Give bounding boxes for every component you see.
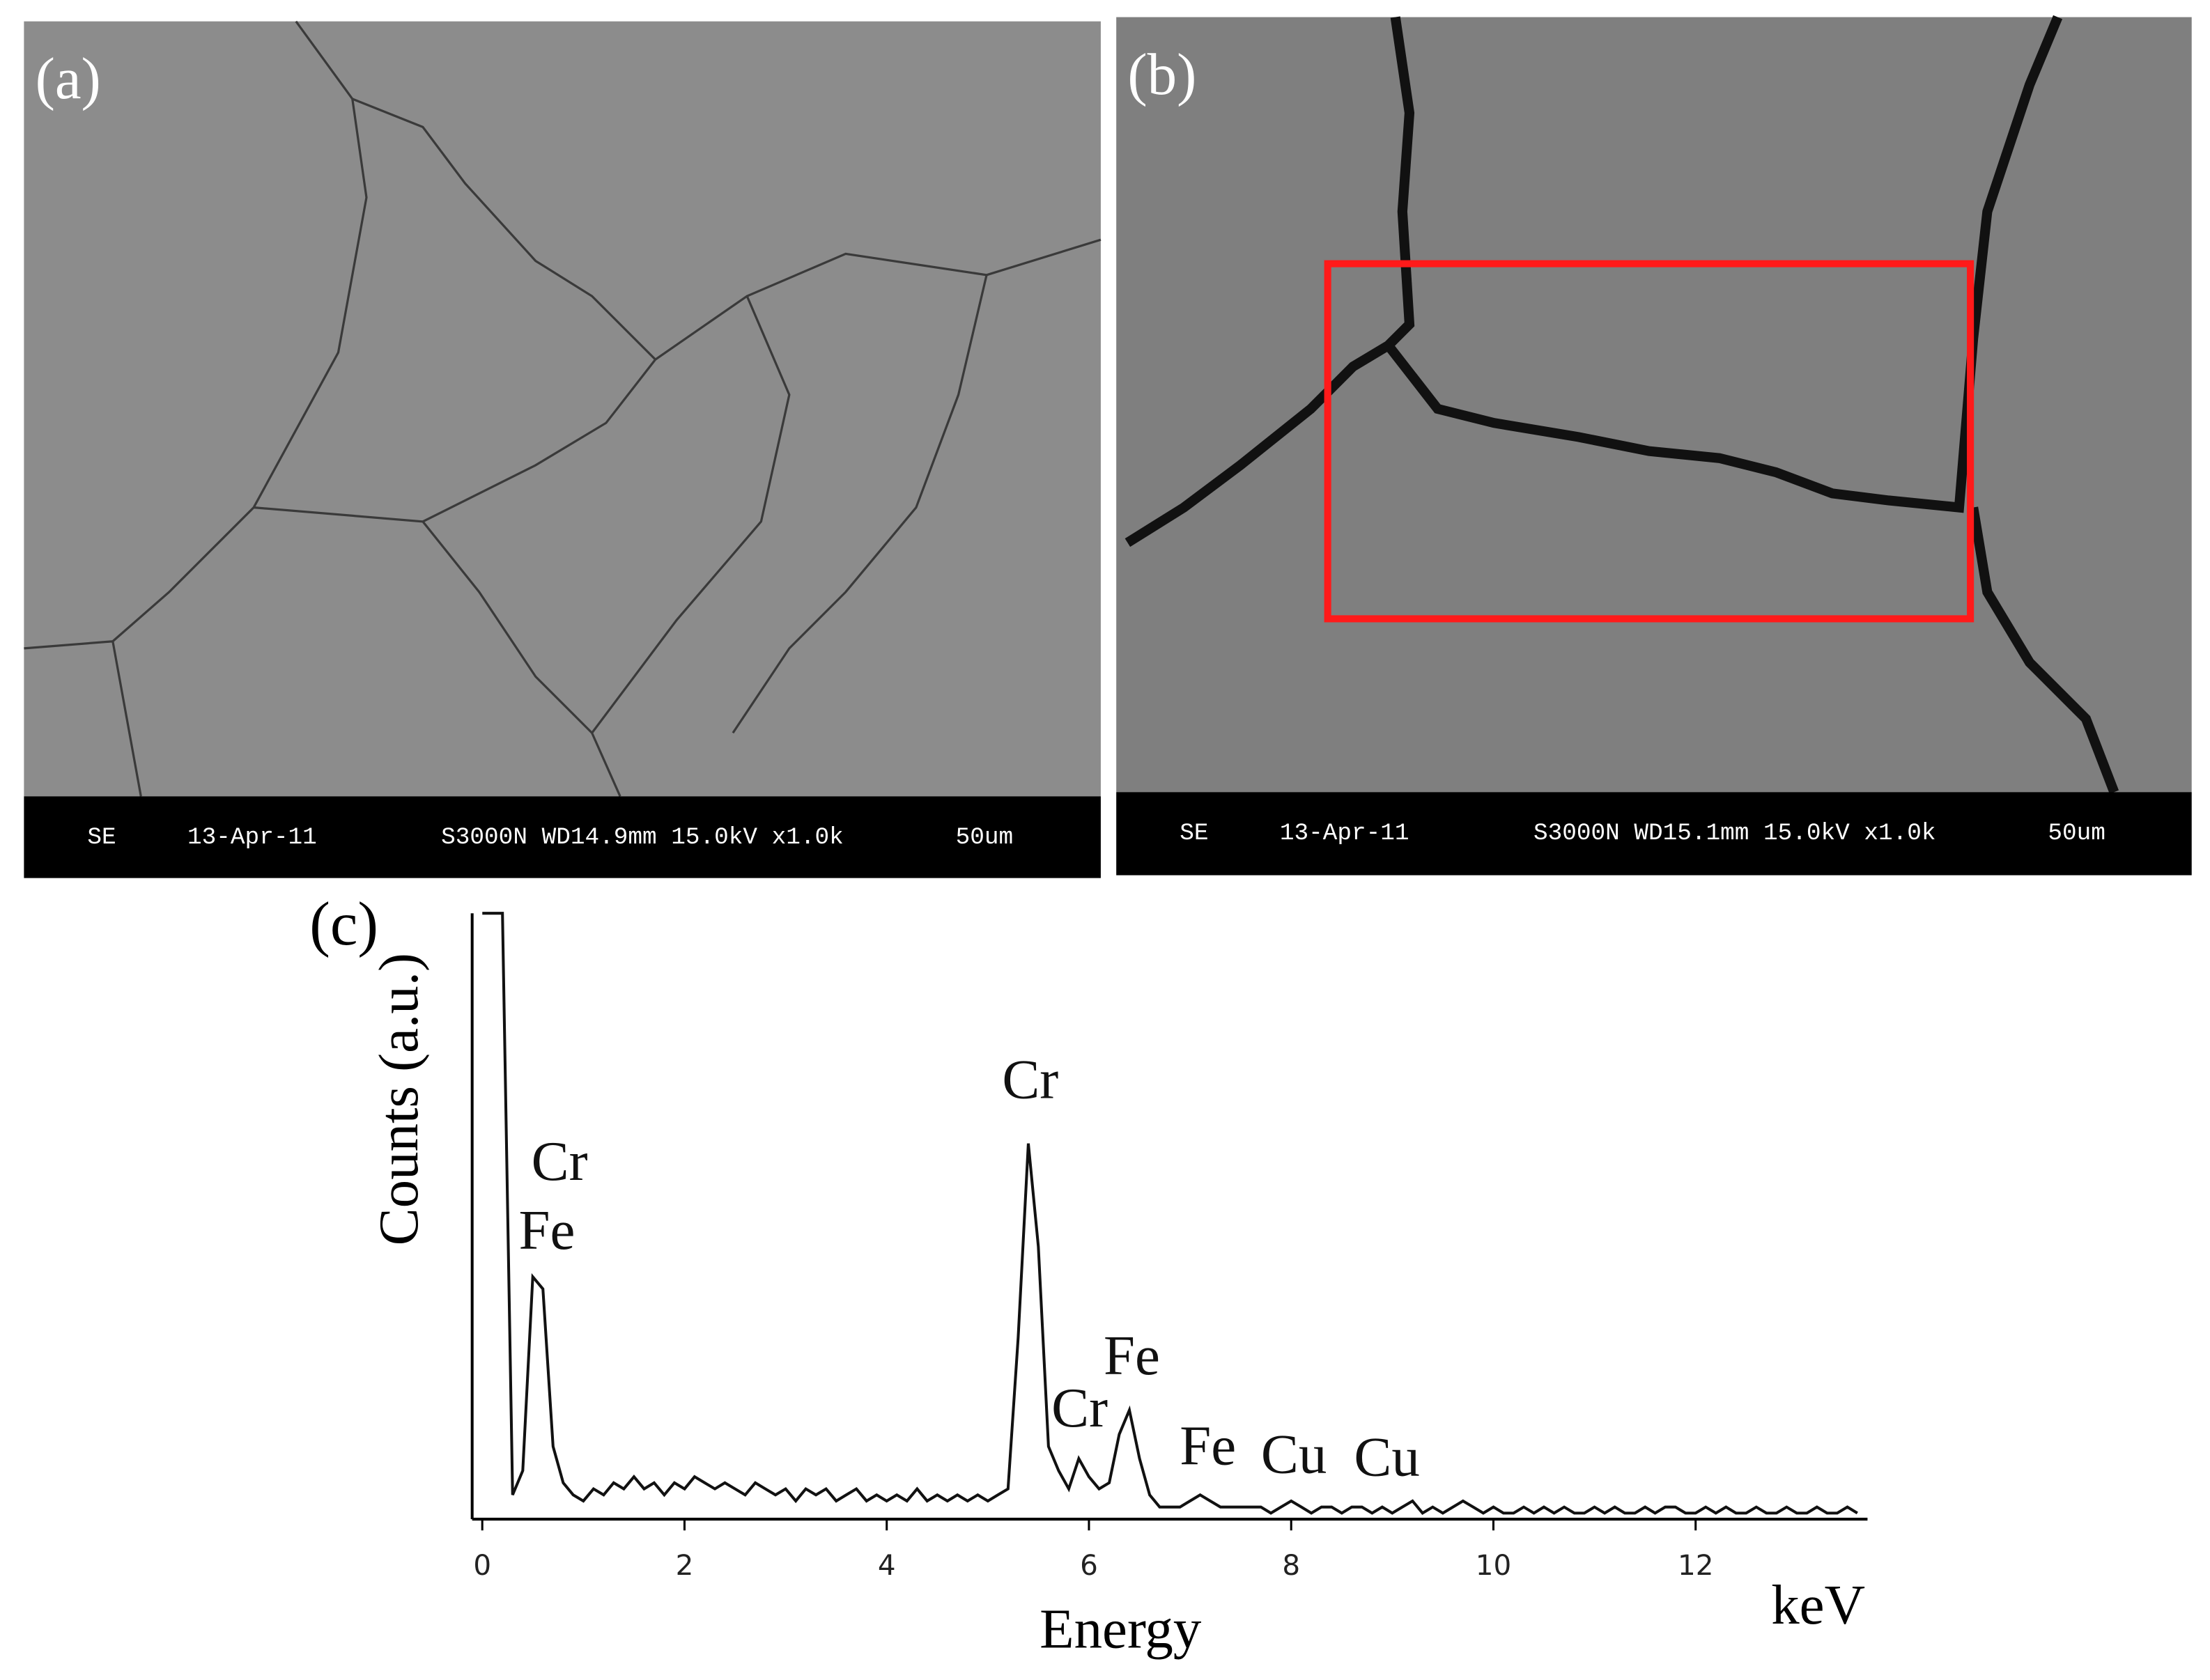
spectrum-line [482,912,1858,1515]
peak-label: Fe [1180,1415,1236,1477]
panel-label: (c) [309,890,378,958]
x-tick-label: 6 [1080,1548,1098,1582]
x-axis-label: Energy [1040,1598,1202,1660]
panel-label: (a) [36,46,101,111]
peak-label: Fe [1104,1324,1160,1387]
info-text: SE [87,824,116,851]
peak-label: Cu [1354,1426,1419,1488]
info-text: S3000N WD14.9mm 15.0kV x1.0k [441,824,844,851]
peak-label: Cr [1002,1048,1058,1111]
x-tick-label: 12 [1678,1548,1713,1582]
peak-label: Cu [1261,1423,1327,1486]
sem-image-a [24,20,1102,878]
x-tick-label: 8 [1282,1548,1300,1582]
info-text: 13-Apr-11 [1280,820,1409,847]
info-text: 50um [956,824,1014,851]
x-axis-unit: keV [1771,1573,1865,1636]
x-tick-label: 10 [1476,1548,1511,1582]
peak-label: Fe [518,1199,575,1261]
x-tick-label: 0 [473,1548,491,1582]
info-text: S3000N WD15.1mm 15.0kV x1.0k [1533,820,1936,847]
info-text: SE [1180,820,1208,847]
peak-label: Cr [532,1130,588,1192]
x-tick-label: 2 [676,1548,694,1582]
info-text: 50um [2048,820,2105,847]
x-tick-label: 4 [878,1548,896,1582]
info-text: 13-Apr-11 [187,824,317,851]
panel-label: (b) [1127,42,1196,107]
sem-image-b [1116,15,2192,876]
highlight-box [1324,260,1975,623]
peak-label: Cr [1051,1376,1108,1439]
y-axis-label: Counts (a.u.) [367,953,430,1245]
